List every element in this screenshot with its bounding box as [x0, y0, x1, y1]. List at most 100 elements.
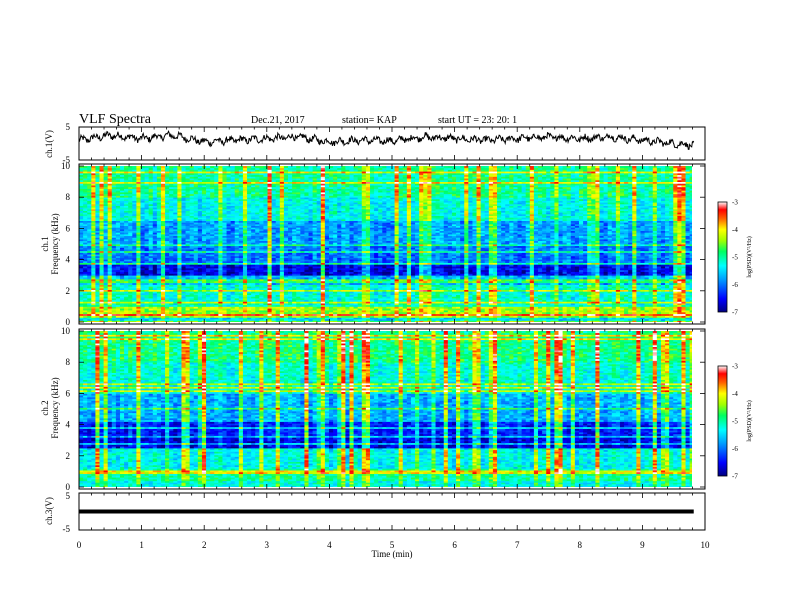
spectrogram-cell — [275, 304, 281, 307]
spectrogram-cell — [333, 298, 338, 301]
spectrogram-cell — [353, 311, 359, 315]
spectrogram-cell — [173, 311, 178, 315]
spectrogram-cell — [226, 311, 232, 315]
spectrogram-cell — [451, 301, 457, 304]
spectrogram-cell — [148, 303, 154, 306]
spectrogram-cell — [218, 294, 223, 297]
spectrogram-cell — [300, 308, 305, 311]
spectrogram-cell — [509, 315, 514, 318]
spectrogram-cell — [218, 311, 223, 315]
spectrogram-cell — [374, 303, 379, 306]
spectrogram-cell — [193, 318, 199, 321]
spectrogram-cell — [165, 299, 170, 302]
spectrogram-cell — [103, 301, 109, 304]
spectrogram-cell — [660, 310, 666, 313]
spectrogram-cell — [300, 296, 305, 299]
spectrogram-cell — [234, 315, 240, 318]
spectrogram-cell — [677, 318, 682, 321]
spectrogram-cell — [275, 292, 281, 296]
spectrogram-cell — [513, 308, 518, 311]
spectrogram-cell — [406, 294, 412, 297]
spectrogram-cell — [382, 296, 387, 299]
spectrogram-cell — [415, 310, 420, 313]
spectrogram-cell — [624, 320, 629, 322]
spectrogram-cell — [451, 311, 457, 315]
spectrogram-cell — [382, 310, 387, 313]
spectrogram-cell — [316, 320, 322, 322]
spectrogram-cell — [513, 291, 518, 294]
spectrogram-cell — [587, 299, 592, 302]
spectrogram-cell — [517, 310, 523, 313]
spectrogram-cell — [472, 291, 477, 294]
spectrogram-cell — [480, 291, 486, 294]
spectrogram-cell — [242, 303, 248, 306]
spectrogram-cell — [587, 310, 592, 313]
spectrogram-cell — [648, 296, 654, 299]
spectrogram-cell — [419, 296, 424, 299]
spectrogram-cell — [292, 301, 297, 304]
spectrogram-cell — [406, 318, 412, 321]
spectrogram-cell — [505, 308, 510, 311]
spectrogram-cell — [529, 306, 535, 309]
spectrogram-cell — [119, 308, 125, 311]
spectrogram-cell — [193, 301, 199, 304]
spectrogram-cell — [230, 306, 236, 309]
spectrogram-cell — [87, 296, 92, 299]
spectrogram-cell — [398, 298, 404, 301]
spectrogram-cell — [558, 308, 563, 311]
spectrogram-cell — [624, 315, 629, 318]
spectrogram-cell — [648, 308, 654, 311]
spectrogram-cell — [99, 292, 104, 296]
spectrogram-cell — [345, 294, 350, 297]
spectrogram-cell — [599, 301, 604, 304]
spectrogram-cell — [230, 289, 236, 292]
spectrogram-cell — [464, 301, 469, 304]
spectrogram-cell — [689, 296, 692, 299]
spectrogram-cell — [374, 320, 379, 322]
spectrogram-cell — [419, 292, 424, 296]
spectrogram-cell — [115, 301, 121, 304]
spectrogram-cell — [271, 301, 277, 304]
spectrogram-cell — [382, 298, 387, 301]
spectrogram-cell — [435, 311, 441, 315]
spectrogram-cell — [83, 306, 88, 309]
spectrogram-cell — [324, 301, 330, 304]
spectrogram-cell — [357, 298, 363, 301]
spectrogram-cell — [148, 311, 154, 315]
spectrogram-cell — [99, 313, 104, 316]
spectrogram-cell — [160, 292, 166, 296]
spectrogram-cell — [324, 315, 330, 318]
spectrogram-cell — [230, 311, 236, 315]
spectrogram-cell — [578, 310, 584, 313]
spectrogram-cell — [476, 308, 482, 311]
spectrogram-cell — [480, 292, 486, 296]
spectrogram-cell — [210, 294, 215, 297]
spectrogram-cell — [263, 320, 268, 322]
spectrogram-cell — [238, 310, 244, 313]
spectrogram-cell — [218, 320, 223, 322]
spectrogram-cell — [369, 304, 375, 307]
spectrogram-cell — [423, 310, 428, 313]
spectrogram-cell — [177, 310, 182, 313]
spectrogram-cell — [288, 304, 293, 307]
spectrogram-cell — [660, 303, 666, 306]
spectrogram-cell — [189, 318, 195, 321]
spectrogram-cell — [677, 311, 682, 315]
spectrogram-cell — [472, 315, 477, 318]
spectrogram-cell — [99, 317, 104, 320]
spectrogram-cell — [308, 308, 313, 311]
spectrogram-cell — [542, 301, 547, 304]
spectrogram-cell — [665, 304, 670, 307]
spectrogram-cell — [636, 294, 641, 297]
spectrogram-cell — [328, 292, 334, 296]
spectrogram-cell — [91, 304, 96, 307]
spectrogram-cell — [554, 298, 559, 301]
spectrogram-cell — [419, 303, 424, 306]
spectrogram-cell — [603, 301, 609, 304]
spectrogram-cell — [345, 315, 350, 318]
spectrogram-cell — [345, 313, 350, 316]
spectrogram-cell — [374, 304, 379, 307]
spectrogram-cell — [201, 291, 207, 294]
spectrogram-cell — [124, 315, 129, 318]
spectrogram-cell — [95, 311, 100, 315]
